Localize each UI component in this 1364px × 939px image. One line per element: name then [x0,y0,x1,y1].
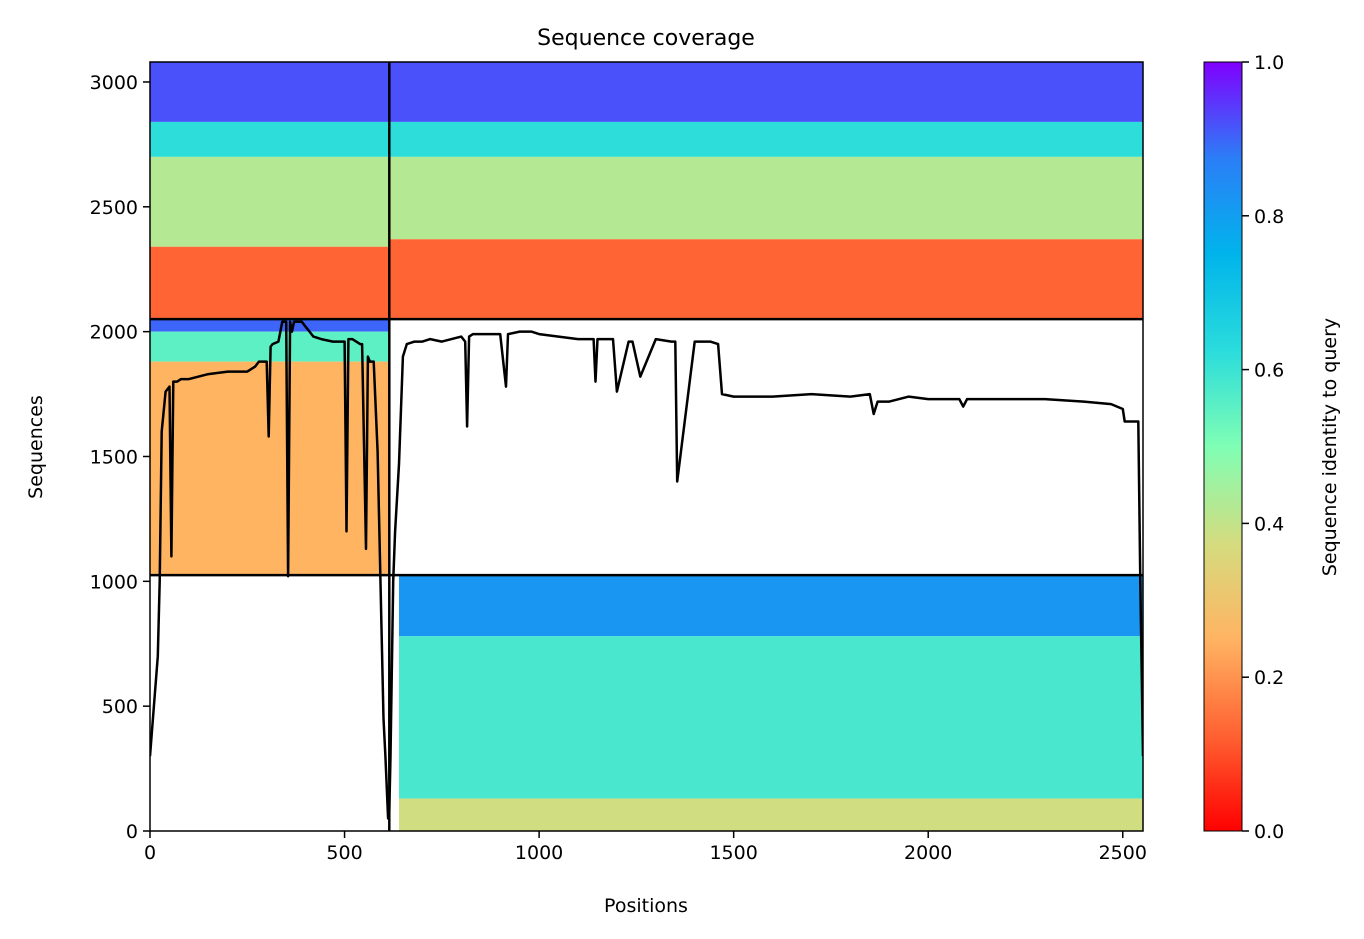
colorbar-tick-label: 0.2 [1254,667,1284,689]
y-tick-label: 2500 [90,197,138,219]
heatmap-band-0-0 [150,62,390,122]
x-axis: 0 500 1000 1500 2000 2500 [144,831,1147,864]
x-tick-label: 1000 [515,842,563,864]
heatmap-band-0-3 [150,246,390,320]
y-axis: 0 500 1000 1500 2000 2500 3000 [90,72,150,843]
y-tick-label: 0 [126,821,138,843]
x-tick-label: 2500 [1099,842,1147,864]
colorbar-tick-label: 0.6 [1254,360,1284,382]
x-tick-label: 1500 [709,842,757,864]
y-tick-label: 1500 [90,446,138,468]
y-axis-label: Sequences [25,395,47,499]
plot-frame [149,61,1144,832]
colorbar-gradient [1203,61,1243,832]
colorbar-tick-label: 0.8 [1254,206,1284,228]
y-tick-label: 1000 [90,571,138,593]
colorbar: 0.0 0.2 0.4 0.6 0.8 1.0 Sequence identity to … [1203,52,1341,843]
heatmap-band-0-1 [150,121,390,157]
x-axis-label: Positions [604,895,688,917]
colorbar-tick-label: 1.0 [1254,52,1284,74]
plot-area [149,61,1144,832]
heatmap-band-2-0 [150,319,390,332]
colorbar-tick-label: 0.4 [1254,513,1284,535]
x-tick-label: 500 [326,842,362,864]
identity-heatmap [150,62,1143,831]
colorbar-ticks: 0.0 0.2 0.4 0.6 0.8 1.0 [1242,52,1284,843]
heatmap-band-1-0 [389,62,1143,122]
heatmap-band-1-1 [389,121,1143,157]
heatmap-band-3-0 [399,575,1143,637]
coverage-line-layer [150,62,1143,831]
heatmap-band-1-2 [389,156,1143,240]
x-tick-label: 0 [144,842,156,864]
heatmap-band-1-3 [389,239,1143,320]
x-tick-label: 2000 [904,842,952,864]
heatmap-band-3-2 [399,798,1143,831]
y-tick-label: 3000 [90,72,138,94]
chart-title: Sequence coverage [537,26,755,51]
heatmap-band-0-2 [150,156,390,247]
heatmap-band-3-1 [399,636,1143,799]
y-tick-label: 500 [102,696,138,718]
coverage-line [150,320,1143,820]
colorbar-tick-label: 0.0 [1254,821,1284,843]
y-tick-label: 2000 [90,322,138,344]
colorbar-label: Sequence identity to query [1319,318,1341,576]
